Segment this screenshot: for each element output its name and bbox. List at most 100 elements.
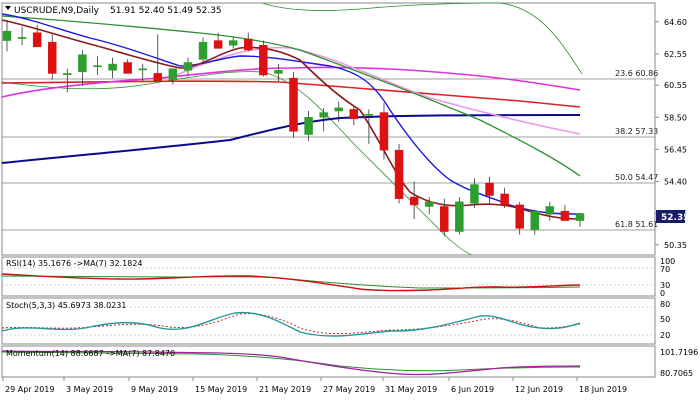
price-tick-label: 56.45: [664, 145, 687, 154]
momentum-axis-top: 101.7196: [660, 348, 698, 357]
candle-body-bear: [244, 38, 253, 51]
price-axis: 64.60 62.55 60.55 58.50 56.45 54.40 52.35 50.35…: [654, 3, 689, 255]
candle: [17, 26, 27, 46]
candle: [394, 143, 404, 204]
rsi-line: [1, 273, 581, 292]
rsi-axis-30: 30: [660, 281, 670, 290]
candle: [289, 71, 298, 138]
price-tick-label: 64.60: [664, 18, 687, 27]
fibonacci-levels: 23.6 60.86 38.2 57.33 50.0 54.47 61.8 51…: [2, 69, 658, 231]
current-price-tag: [656, 210, 685, 223]
fib-label-23-6: 23.6 60.86: [615, 69, 658, 78]
candle-body-bull: [198, 41, 208, 60]
candle-body-bear: [153, 73, 163, 82]
candle-body-bull: [93, 65, 102, 68]
candle: [575, 212, 585, 227]
candle-body-bear: [394, 149, 404, 199]
candle: [138, 64, 147, 82]
fib-label-50-0: 50.0 54.47: [615, 173, 658, 182]
candle-body-bull: [304, 117, 313, 135]
candle: [2, 20, 12, 52]
candle-body-bull: [470, 184, 479, 204]
stoch-axis-20: 20: [660, 331, 670, 340]
candle-body-bull: [334, 107, 343, 112]
candle-body-bear: [500, 193, 509, 206]
candle: [123, 59, 132, 74]
candle: [334, 101, 343, 122]
candle: [47, 34, 57, 80]
date-label: 12 Jun 2019: [515, 385, 563, 394]
candle: [78, 49, 87, 86]
candle: [500, 187, 509, 209]
stoch-axis-80: 80: [660, 300, 670, 309]
stoch-d-line: [1, 313, 581, 335]
ma-pink-line: [169, 46, 581, 135]
moving-averages: [1, 13, 581, 220]
candle-body-bull: [274, 70, 283, 74]
ma-green-line: [1, 15, 581, 177]
candle-body-bull: [168, 68, 178, 80]
rsi-axis-70: 70: [660, 265, 670, 274]
candle: [244, 32, 253, 52]
candle: [198, 37, 208, 63]
candle-body-bull: [108, 63, 117, 71]
candle-body-bear: [379, 112, 389, 151]
date-label: 18 Jun 2019: [579, 385, 627, 394]
candle-body-bull: [530, 210, 540, 231]
candle-body-bull: [228, 40, 238, 46]
candle-body-bull: [183, 62, 193, 71]
candle-body-bear: [123, 62, 132, 74]
candle: [108, 57, 117, 79]
date-axis: 29 Apr 2019 3 May 2019 9 May 2019 15 May 20…: [2, 377, 627, 394]
candle-body-bear: [560, 210, 570, 221]
candle-body-bear: [409, 196, 419, 206]
ma-magenta-line: [1, 66, 581, 98]
candle: [213, 32, 223, 49]
candle-body-bull: [364, 113, 374, 116]
date-label: 3 May 2019: [66, 385, 113, 394]
candle: [379, 103, 389, 160]
stoch-title: Stoch(5,3,3) 45.6973 38.0231: [6, 301, 126, 310]
candle: [93, 56, 102, 75]
ma-blue-line: [1, 13, 581, 215]
date-label: 9 May 2019: [131, 385, 178, 394]
date-label: 21 May 2019: [259, 385, 311, 394]
candle-body-bear: [259, 45, 268, 76]
candle: [274, 64, 283, 82]
rsi-content: RSI(14) 35.1676 ->MA(7) 32.1824 100 70 3…: [1, 257, 675, 298]
candlestick-series: [2, 20, 585, 237]
momentum-line: [1, 350, 581, 376]
current-price-label: 52.35: [661, 213, 689, 223]
stoch-axis-50: 50: [660, 315, 670, 324]
candle-body-bear: [440, 206, 449, 232]
candle: [319, 107, 328, 132]
candle: [455, 197, 464, 235]
candle-body-bear: [515, 204, 524, 229]
ma-fast-line: [1, 19, 581, 220]
price-tick-label: 50.35: [664, 241, 687, 250]
candle: [364, 109, 374, 144]
collapse-arrow-icon[interactable]: [5, 6, 11, 10]
price-tick-label: 58.50: [664, 113, 687, 122]
date-label: 15 May 2019: [195, 385, 247, 394]
fib-label-38-2: 38.2 57.33: [615, 127, 658, 136]
candle-body-bear: [213, 40, 223, 49]
candle: [470, 178, 479, 209]
date-label: 31 May 2019: [385, 385, 437, 394]
candle: [545, 201, 555, 221]
date-label: 6 Jun 2019: [451, 385, 494, 394]
stoch-content: Stoch(5,3,3) 45.6973 38.0231 80 50 20: [1, 300, 670, 340]
bollinger-upper: [261, 2, 583, 75]
candle-body-bull: [319, 112, 328, 118]
candle: [440, 198, 449, 237]
chart-header: USCRUDE,N9,Daily 51.91 52.40 51.49 52.35: [5, 6, 222, 16]
stoch-k-line: [1, 311, 581, 337]
candle: [228, 37, 238, 49]
candle: [409, 181, 419, 219]
candle-body-bull: [78, 54, 87, 73]
fib-label-61-8: 61.8 51.61: [615, 220, 658, 229]
candle: [530, 209, 540, 235]
candle-body-bear: [349, 109, 359, 120]
